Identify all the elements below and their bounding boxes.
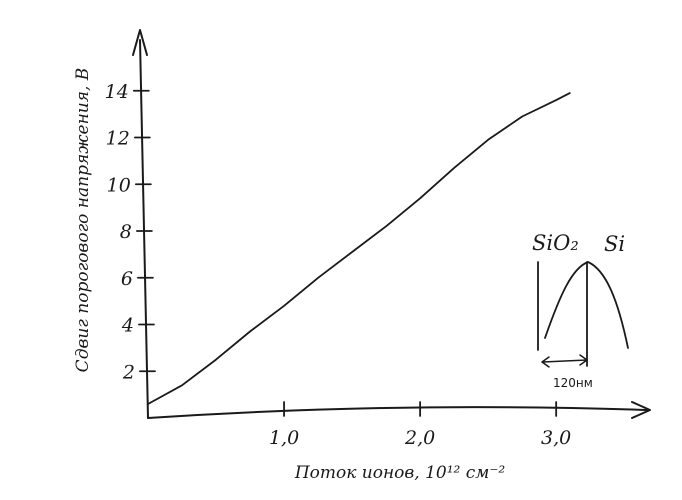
y-tick-label: 4: [121, 315, 134, 337]
y-tick-label: 12: [106, 128, 130, 150]
y-axis-arrow: [132, 29, 148, 56]
y-tick-label: 10: [107, 174, 131, 196]
axes: [132, 29, 651, 419]
y-tick-label: 6: [121, 268, 133, 290]
inset-dimension-label: 120нм: [553, 376, 593, 390]
series-layer: [147, 92, 571, 405]
x-tick-label: 1,0: [269, 427, 299, 449]
x-axis-line: [147, 406, 649, 419]
x-axis-ticks: 1,0 2,0 3,0: [269, 401, 571, 449]
inset-label-sio2: SiO₂: [532, 231, 579, 255]
y-tick-label: 14: [105, 81, 129, 103]
x-tick-label: 2,0: [404, 427, 435, 449]
inset-dimension-arrow: [541, 354, 588, 368]
y-axis-title: Сдвиг порогового напряжения, В: [73, 68, 93, 373]
series-line: [147, 92, 571, 405]
inset-profile-curve: [544, 261, 629, 349]
y-axis-line: [139, 39, 149, 419]
inset-label-si: Si: [604, 232, 625, 256]
y-axis-ticks: 2 4 6 8 10 12 14: [105, 81, 156, 383]
x-axis-arrow: [631, 401, 651, 419]
y-tick-label: 8: [120, 221, 132, 243]
x-tick-label: 3,0: [541, 427, 571, 449]
x-axis-title: Поток ионов, 10¹² см⁻²: [294, 463, 506, 483]
y-tick-label: 2: [122, 361, 135, 383]
inset-diagram: SiO₂ Si 120нм: [532, 231, 629, 390]
